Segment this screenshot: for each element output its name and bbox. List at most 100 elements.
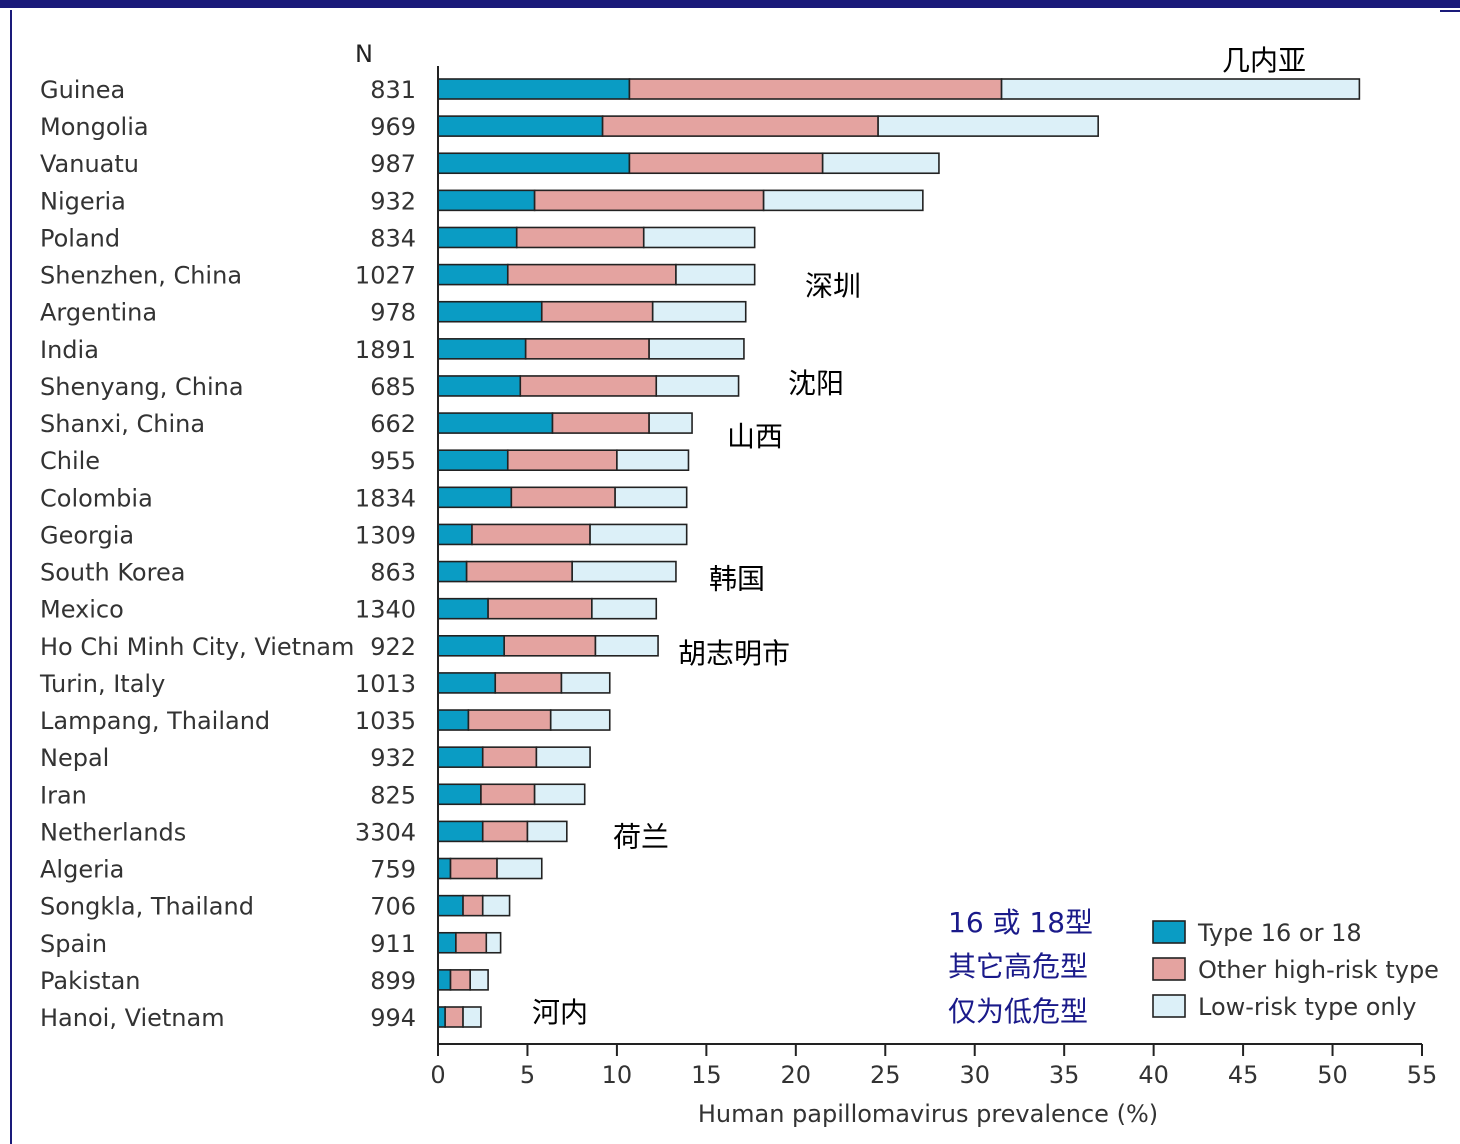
bar-other-high-risk [481, 746, 538, 768]
bar-type16-18 [437, 300, 543, 323]
legend-label: Type 16 or 18 [1197, 919, 1362, 947]
sample-size-label: 969 [370, 113, 416, 141]
bar-other-high-risk [465, 560, 573, 583]
x-tick-label: 40 [1138, 1061, 1169, 1089]
bar-other-high-risk [487, 597, 593, 620]
bar-low-risk [485, 931, 502, 954]
bar-other-high-risk [506, 263, 677, 286]
bar-type16-18 [437, 931, 457, 954]
sample-size-label: 932 [370, 187, 416, 215]
bar-type16-18 [437, 189, 536, 212]
bar-low-risk [571, 560, 677, 583]
chinese-annotation: 深圳 [805, 270, 861, 303]
x-tick-label: 10 [602, 1061, 633, 1089]
country-label: Lampang, Thailand [40, 707, 270, 735]
sample-size-label: 1309 [355, 521, 416, 549]
bar-low-risk [496, 857, 543, 880]
bar-low-risk [591, 597, 658, 620]
bar-other-high-risk [503, 634, 597, 657]
sample-size-label: 994 [370, 1004, 416, 1032]
bar-low-risk [877, 115, 1099, 137]
sample-size-label: 1340 [355, 596, 416, 624]
legend-chinese-label: 其它高危型 [948, 950, 1088, 983]
chinese-annotation: 山西 [727, 420, 783, 453]
sample-size-label: 831 [370, 76, 416, 104]
bar-other-high-risk [480, 783, 536, 806]
legend-swatch [1152, 994, 1186, 1018]
bar-low-risk [642, 226, 756, 249]
x-axis: 0 5 10 15 20 25 30 35 40 45 50 55 Human papillomavir… [430, 66, 1437, 1128]
bar-type16-18 [437, 486, 513, 509]
bar-low-risk [1000, 78, 1361, 100]
x-tick-label: 30 [959, 1061, 990, 1089]
country-label: Mongolia [40, 113, 149, 141]
country-label: Shenyang, China [40, 373, 244, 401]
x-tick-label: 20 [781, 1061, 812, 1089]
bar-type16-18 [437, 969, 452, 991]
x-tick-label: 35 [1049, 1061, 1080, 1089]
sample-size-label: 759 [370, 856, 416, 884]
bar-type16-18 [437, 412, 554, 434]
bar-low-risk [762, 189, 924, 212]
bar-type16-18 [437, 263, 509, 286]
country-label: Pakistan [40, 967, 141, 995]
bar-type16-18 [437, 338, 527, 360]
country-label: Nigeria [40, 187, 126, 215]
country-label: Mexico [40, 596, 124, 624]
sample-size-label: 706 [370, 893, 416, 921]
n-column-header: N [355, 40, 373, 68]
sample-size-label: 1035 [355, 707, 416, 735]
bar-type16-18 [437, 672, 497, 694]
bar-low-risk [616, 449, 690, 472]
bar-low-risk [648, 338, 745, 360]
bar-type16-18 [437, 1006, 446, 1028]
bar-type16-18 [437, 226, 518, 249]
bar-low-risk [655, 375, 740, 397]
country-label: Algeria [40, 856, 124, 884]
country-label: Iran [40, 781, 87, 809]
sample-size-label: 978 [370, 299, 416, 327]
bar-other-high-risk [455, 931, 488, 954]
country-label: Nepal [40, 744, 109, 772]
legend-label: Low-risk type only [1198, 993, 1417, 1021]
country-label: South Korea [40, 559, 185, 587]
bar-low-risk [549, 709, 611, 731]
sample-size-label: 3304 [355, 818, 416, 846]
legend: Type 16 or 18 Other high-risk type Low-ris… [948, 906, 1439, 1028]
bar-type16-18 [437, 375, 522, 397]
country-label: India [40, 336, 99, 364]
bar-type16-18 [437, 597, 489, 620]
x-tick-label: 5 [520, 1061, 535, 1089]
sample-size-label: 863 [370, 559, 416, 587]
x-axis-title: Human papillomavirus prevalence (%) [698, 1100, 1158, 1128]
bar-low-risk [462, 1006, 482, 1028]
sample-size-label: 825 [370, 781, 416, 809]
bar-other-high-risk [444, 1006, 464, 1028]
top-right-border [1440, 10, 1460, 12]
x-tick-label: 25 [870, 1061, 901, 1089]
bar-other-high-risk [510, 486, 616, 509]
bar-type16-18 [437, 560, 468, 583]
country-label: Vanuatu [40, 150, 139, 178]
chinese-annotation: 河内 [532, 996, 588, 1029]
chinese-annotation: 几内亚 [1222, 44, 1306, 77]
sample-size-label: 922 [370, 633, 416, 661]
bar-type16-18 [437, 746, 484, 768]
bar-other-high-risk [551, 412, 650, 434]
sample-size-label: 1891 [355, 336, 416, 364]
chinese-annotation: 韩国 [709, 563, 765, 596]
bar-other-high-risk [506, 449, 618, 472]
bar-low-risk [469, 969, 489, 991]
sample-size-label: 899 [370, 967, 416, 995]
bar-low-risk [535, 746, 591, 768]
bar-other-high-risk [515, 226, 645, 249]
bar-type16-18 [437, 894, 464, 917]
row-labels: N Guinea 831 Mongolia 969 Vanuatu 987 Nigeria 93… [39, 40, 416, 1032]
country-label: Georgia [40, 521, 134, 549]
legend-swatch [1152, 920, 1186, 944]
bar-low-risk [648, 412, 693, 434]
bar-low-risk [594, 634, 659, 657]
x-tick-label: 50 [1317, 1061, 1348, 1089]
